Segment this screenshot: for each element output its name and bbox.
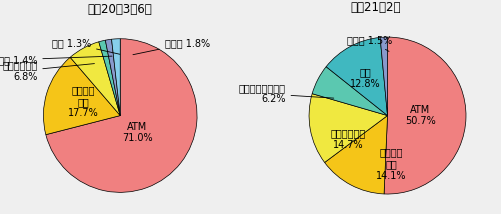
- Text: エクスパック
6.8%: エクスパック 6.8%: [2, 60, 94, 82]
- Text: ATM
50.7%: ATM 50.7%: [405, 105, 436, 126]
- Wedge shape: [384, 37, 466, 194]
- Wedge shape: [112, 39, 120, 116]
- Text: 金融機関
窓口
17.7%: 金融機関 窓口 17.7%: [68, 85, 99, 118]
- Wedge shape: [99, 40, 120, 116]
- Title: 平成20年3～6月: 平成20年3～6月: [88, 3, 153, 16]
- Wedge shape: [326, 37, 387, 116]
- Wedge shape: [70, 42, 120, 116]
- Text: その他 1.5%: その他 1.5%: [347, 35, 392, 51]
- Wedge shape: [105, 39, 120, 116]
- Text: 金融機関
窓口
14.1%: 金融機関 窓口 14.1%: [376, 148, 407, 181]
- Wedge shape: [309, 94, 387, 162]
- Title: 平成21年2月: 平成21年2月: [351, 1, 401, 14]
- Wedge shape: [44, 57, 120, 135]
- Wedge shape: [325, 116, 387, 194]
- Wedge shape: [46, 39, 197, 192]
- Text: 手交 1.3%: 手交 1.3%: [52, 38, 120, 54]
- Text: 手交
12.8%: 手交 12.8%: [350, 67, 381, 89]
- Text: ATM
71.0%: ATM 71.0%: [122, 122, 152, 143]
- Text: 現金書留・宅配便 1.4%: 現金書留・宅配便 1.4%: [0, 55, 112, 65]
- Wedge shape: [312, 67, 387, 116]
- Text: 現金書留・宅配便
6.2%: 現金書留・宅配便 6.2%: [238, 83, 334, 104]
- Text: その他 1.8%: その他 1.8%: [133, 38, 210, 55]
- Text: エクスパック
14.7%: エクスパック 14.7%: [331, 128, 366, 150]
- Wedge shape: [380, 37, 387, 116]
